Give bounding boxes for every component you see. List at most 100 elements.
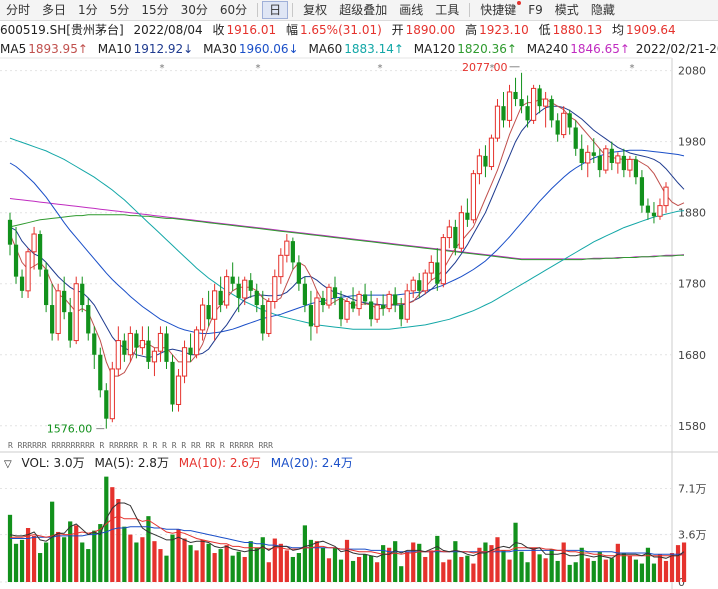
toolbar-item-13[interactable]: F9 [522, 0, 549, 20]
volume-bar [284, 550, 289, 582]
candle-body [356, 293, 362, 310]
volume-bar [579, 547, 584, 582]
toolbar-item-9[interactable]: 超级叠加 [333, 0, 393, 20]
toolbar-item-15[interactable]: 隐藏 [585, 0, 621, 20]
candle-body [248, 280, 253, 291]
candle-body [417, 280, 422, 291]
toolbar-item-6[interactable]: 60分 [214, 0, 253, 20]
volume-bar [224, 545, 229, 582]
period-toolbar: 分时 多日 1分 5分 15分 30分 60分 日 复权 超级叠加 画线 工具 快捷键 F9 模式 隐藏 [0, 0, 718, 21]
price-tick-label: 1580 [678, 420, 706, 433]
candle-body [663, 186, 669, 207]
candle-body [350, 301, 356, 309]
volume-bar [200, 539, 205, 582]
candle-body [206, 305, 211, 320]
volume-bar [585, 558, 590, 582]
toolbar-item-0[interactable]: 分时 [0, 0, 36, 20]
candle-body [585, 151, 591, 164]
candle-body [470, 173, 477, 221]
volume-bar [519, 551, 524, 582]
event-star-icon: * [490, 63, 495, 74]
toolbar-item-7[interactable]: 日 [262, 1, 289, 19]
volume-bar [537, 554, 542, 582]
candle-body [151, 350, 158, 363]
volume-bar [387, 547, 392, 582]
volume-legend: ▽ VOL: 3.0万 MA(5): 2.8万 MA(10): 2.6万 MA(… [0, 454, 718, 472]
candle-body [404, 290, 410, 320]
volume-bar [50, 501, 55, 582]
volume-bar [37, 553, 43, 582]
volume-bar [296, 553, 301, 582]
price-tick-label: 1780 [678, 278, 706, 291]
candle-body [188, 347, 193, 355]
candle-body [37, 234, 43, 270]
volume-bar [158, 549, 163, 582]
toolbar-item-8[interactable]: 复权 [297, 0, 333, 20]
volume-bar [657, 554, 663, 582]
candle-body [44, 269, 49, 306]
candle-body [62, 290, 67, 313]
toolbar-item-3[interactable]: 5分 [104, 0, 136, 20]
candle-body [513, 91, 518, 100]
volume-bar [495, 537, 500, 582]
toolbar-item-4[interactable]: 15分 [135, 0, 174, 20]
volume-bar [110, 487, 115, 582]
price-tick-label: 1980 [678, 136, 706, 149]
candle-body [127, 332, 133, 356]
toolbar-item-12[interactable]: 快捷键 [474, 0, 522, 20]
volume-collapse-icon[interactable]: ▽ [4, 459, 12, 470]
candle-body [501, 106, 506, 121]
vol-ma20-value: MA(20): 2.4万 [270, 456, 353, 470]
high-annotation: 2077.00 [462, 61, 508, 74]
candle-body [31, 233, 37, 253]
volume-bar [260, 537, 265, 582]
volume-bar [645, 547, 651, 582]
volume-bar [441, 562, 446, 582]
volume-bar [663, 560, 669, 582]
volume-bar [639, 563, 645, 582]
candle-body [86, 305, 91, 334]
ma60-line [9, 137, 685, 330]
volume-bar [98, 524, 103, 582]
ma120-value: 1820.36↑ [457, 42, 517, 56]
candle-body [633, 159, 639, 178]
volume-bar [405, 551, 410, 582]
ma-legend: MA5 1893.95↑ MA10 1912.92↓ MA30 1960.06↓ MA… [0, 40, 718, 58]
candle-body [428, 261, 434, 274]
open-value: 1890.00 [405, 23, 456, 37]
volume-bar [375, 562, 380, 582]
candle-body [122, 340, 127, 355]
volume-bar [453, 541, 458, 582]
volume-bar [122, 526, 127, 582]
toolbar-item-label: 超级叠加 [339, 3, 388, 17]
toolbar-item-1[interactable]: 多日 [36, 0, 72, 20]
candle-body [193, 329, 200, 356]
candle-body [80, 283, 85, 306]
candle-body [639, 177, 645, 206]
toolbar-item-5[interactable]: 30分 [175, 0, 214, 20]
volume-bar [152, 541, 157, 582]
volume-bar [573, 562, 578, 582]
candle-body [579, 148, 584, 163]
candle-body [218, 290, 223, 306]
volume-bar [206, 543, 211, 582]
toolbar-item-14[interactable]: 模式 [549, 0, 585, 20]
volume-bar [68, 521, 73, 582]
volume-bar [272, 538, 277, 582]
toolbar-item-11[interactable]: 工具 [429, 0, 465, 20]
candle-body [7, 219, 13, 245]
candle-body [543, 98, 549, 107]
quote-date: 2022/08/04 [133, 23, 203, 37]
volume-bar [531, 547, 536, 582]
toolbar-item-10[interactable]: 画线 [393, 0, 429, 20]
toolbar-item-2[interactable]: 1分 [72, 0, 104, 20]
volume-bar [140, 537, 145, 582]
candle-body [92, 333, 97, 355]
volume-bar [92, 530, 97, 582]
toolbar-item-label: F9 [528, 3, 543, 17]
volume-bar [651, 563, 657, 582]
volume-bar [483, 542, 488, 582]
candle-body [278, 254, 284, 278]
volume-bar [567, 564, 572, 582]
